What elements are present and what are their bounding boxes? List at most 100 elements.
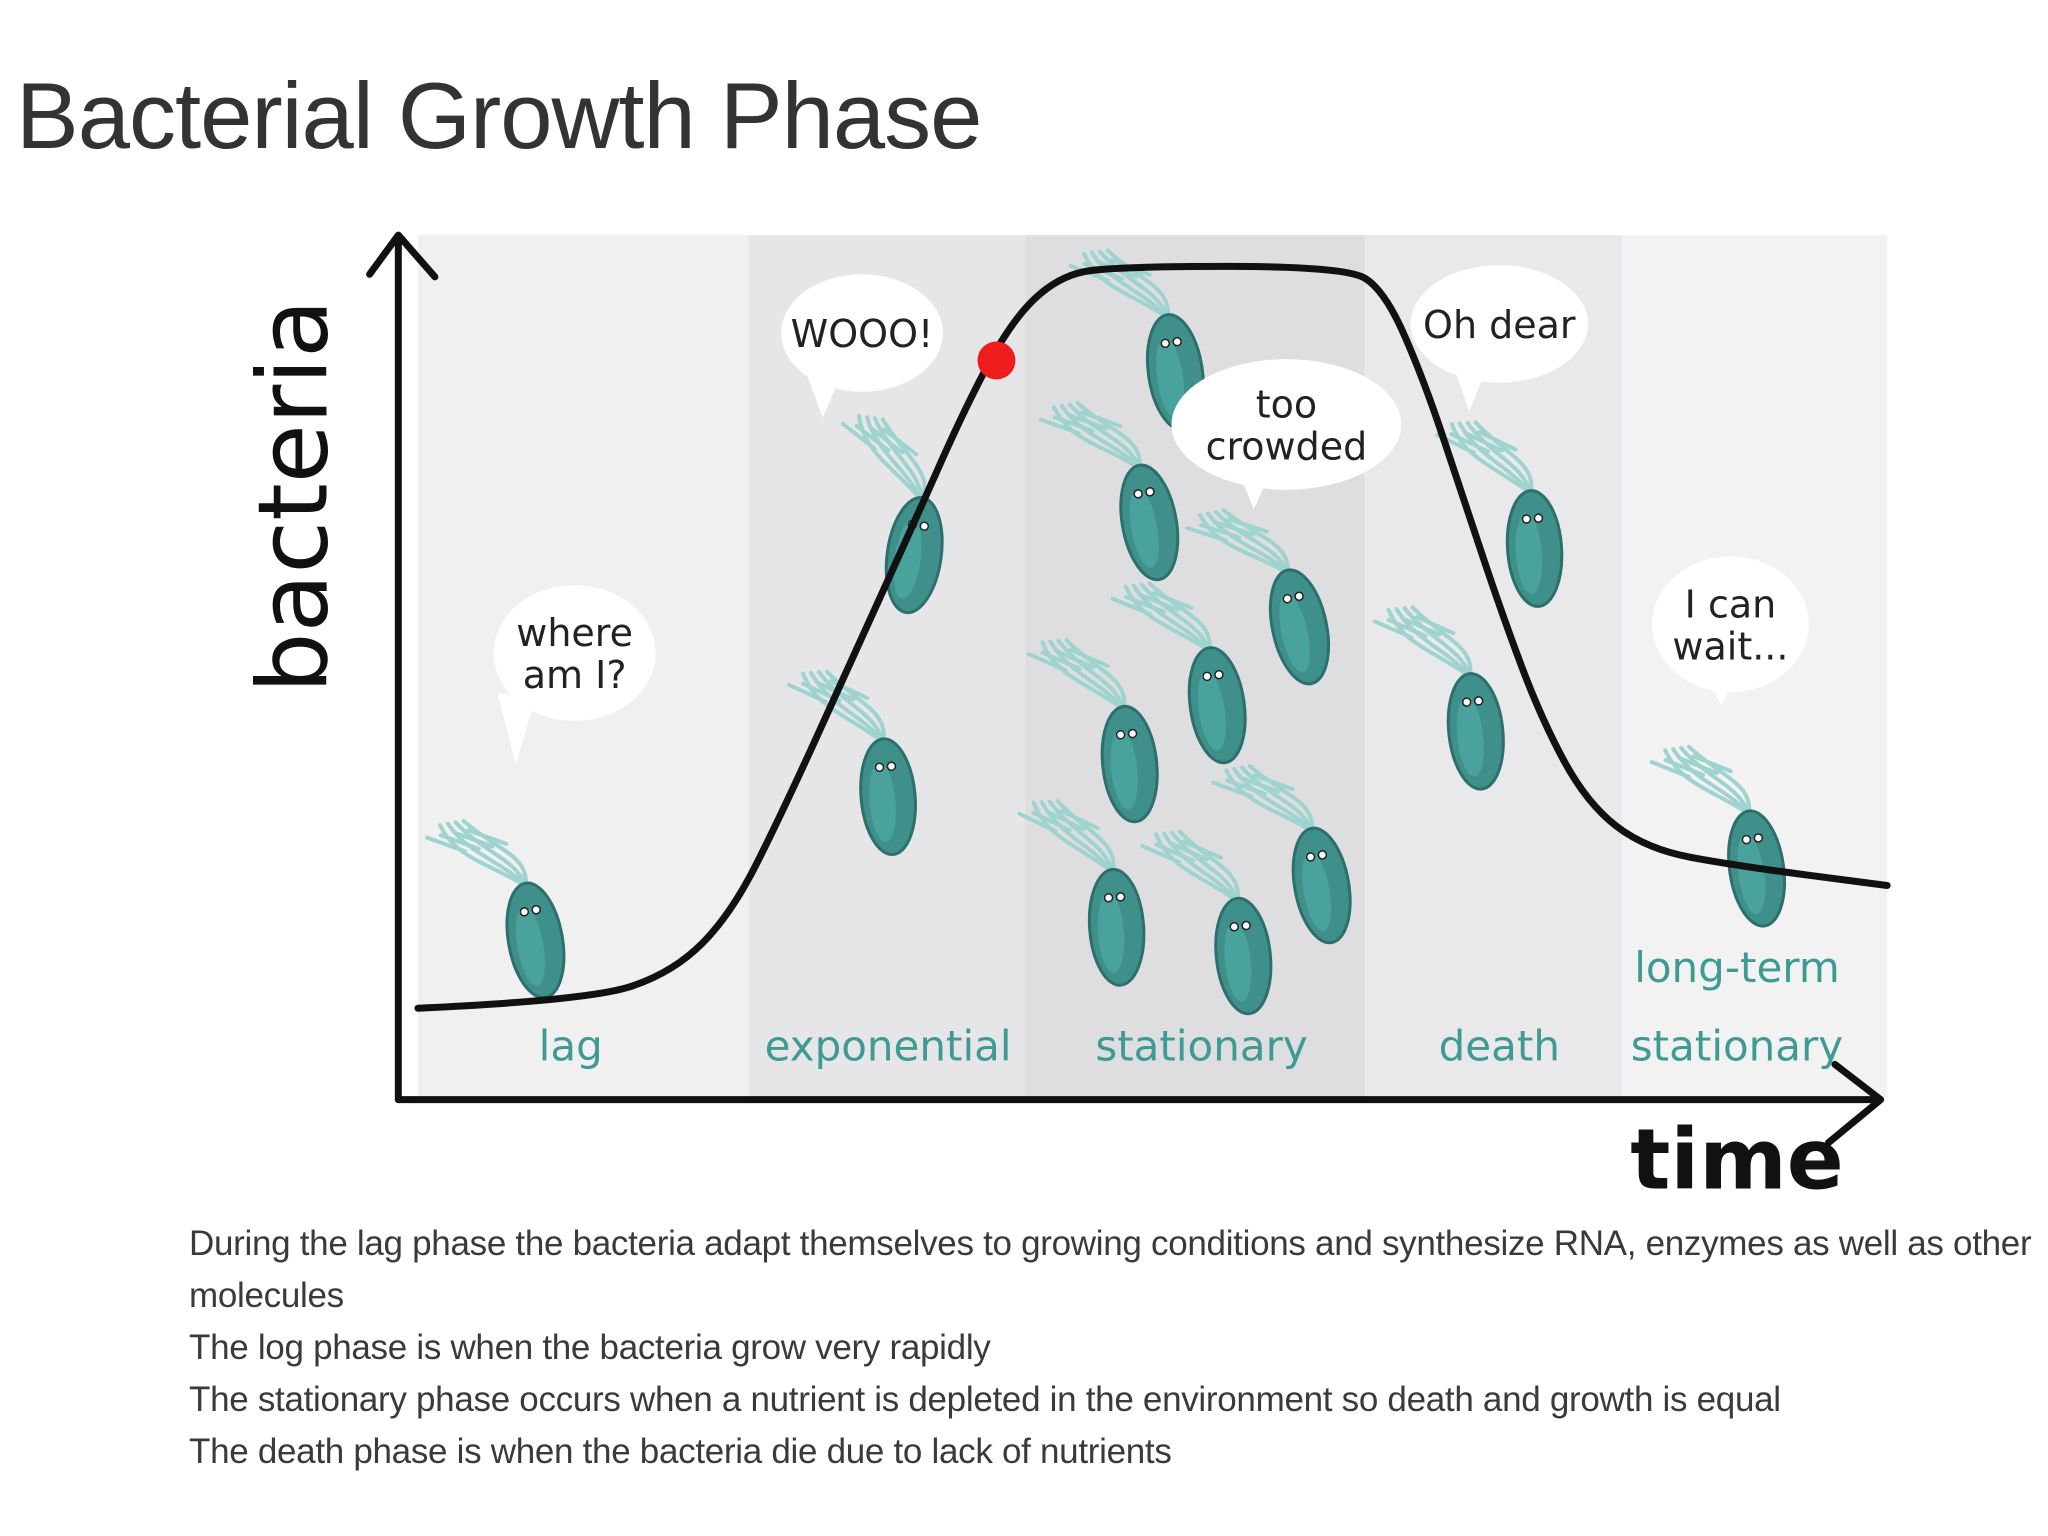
bacterium [1140, 829, 1273, 1016]
bubble-text: too [1256, 382, 1317, 426]
flagellum [1247, 764, 1315, 834]
description-line: The stationary phase occurs when a nutri… [189, 1380, 1781, 1419]
bacterium-highlight [1156, 338, 1185, 418]
eye [919, 521, 930, 531]
bacterium-highlight [1110, 729, 1138, 810]
eye [1461, 697, 1472, 707]
flagellum [1473, 420, 1534, 496]
bacterium [1372, 605, 1505, 791]
bacterium [1017, 799, 1146, 987]
flagellum [1017, 800, 1115, 875]
flagellum [424, 823, 528, 889]
bacterium [786, 669, 917, 856]
bacterium-highlight [1279, 593, 1310, 673]
eye [1533, 513, 1544, 523]
eye [1202, 671, 1212, 682]
bacterium-highlight [1224, 921, 1252, 1002]
title: Bacterial Growth Phase [16, 63, 982, 168]
flagellum [1055, 799, 1116, 875]
y-axis [366, 231, 439, 1104]
eye [519, 907, 530, 917]
eye [1229, 922, 1239, 932]
bacterium [1026, 637, 1159, 824]
flagellum [1185, 513, 1291, 576]
description-line: During the lag phase the bacteria adapt … [189, 1224, 2032, 1315]
eye [874, 762, 885, 773]
growth-curve [414, 262, 1891, 1012]
y-axis-label: bacteria [238, 299, 350, 693]
speech-bubble [493, 585, 656, 721]
bacterium-highlight [1515, 514, 1543, 594]
phase-label: exponential [765, 1021, 1012, 1070]
eye [1172, 336, 1182, 347]
flagellum [1686, 744, 1752, 817]
flagellum [1045, 799, 1115, 875]
flagellum [1463, 420, 1533, 496]
flagellum [1038, 405, 1142, 471]
bubble-text: wait... [1672, 624, 1788, 668]
speech-bubble [1652, 556, 1809, 693]
bacterium-highlight [1197, 671, 1226, 751]
eye [1305, 852, 1316, 862]
flagellum [1075, 401, 1142, 471]
flagellum [1211, 768, 1315, 834]
bubble-text: I can [1685, 582, 1777, 626]
x-axis [394, 1060, 1885, 1147]
bacterium-highlight [1129, 488, 1159, 568]
bacterium-highlight [1737, 834, 1766, 914]
eye [1317, 850, 1328, 860]
flagellum [1410, 605, 1473, 679]
flagellum [1138, 582, 1212, 653]
bacterium-highlight [893, 519, 922, 599]
eye [1521, 514, 1532, 524]
flagellum [461, 818, 528, 889]
phase-label: long-term [1634, 943, 1840, 992]
flagellum [1238, 765, 1315, 834]
flagellum [1140, 832, 1240, 904]
highlight-dot [977, 341, 1016, 380]
flagellum [1064, 637, 1127, 712]
eye [1160, 338, 1171, 349]
bacterium-highlight [515, 906, 545, 986]
flagellum [1147, 581, 1212, 653]
bubble-text: crowded [1206, 424, 1368, 468]
bacterium-highlight [1097, 892, 1125, 973]
flagellum [1026, 640, 1126, 712]
flagellum [1212, 509, 1291, 576]
speech-bubble [1410, 265, 1589, 383]
eye [1133, 489, 1143, 499]
bacterium-highlight [869, 762, 896, 843]
x-axis-label: time [1630, 1110, 1843, 1208]
eye [1115, 892, 1126, 902]
flagellum [1054, 638, 1126, 712]
flagellum [1066, 402, 1142, 471]
flagellum [1400, 606, 1473, 679]
flagellum [1168, 830, 1240, 904]
bacterium-highlight [1456, 697, 1484, 777]
bubble-text: WOOO! [791, 312, 934, 356]
eye [1741, 834, 1752, 845]
flagellum [840, 414, 924, 503]
eye [886, 761, 897, 772]
phase-label: stationary [1631, 1021, 1843, 1070]
bacterium [840, 414, 944, 615]
flagellum [1177, 829, 1241, 904]
bacterium [1649, 744, 1786, 928]
eye [1753, 833, 1764, 843]
eye [1103, 893, 1114, 903]
bacterium [1211, 764, 1352, 945]
eye [1214, 669, 1224, 680]
description: During the lag phase the bacteria adapt … [189, 1218, 2041, 1478]
eye [1241, 920, 1251, 931]
flagellum [1649, 748, 1751, 817]
bubble-text: where [516, 611, 633, 655]
flagellum [786, 671, 886, 744]
description-line: The death phase is when the bacteria die… [189, 1432, 1172, 1471]
eye [1282, 594, 1293, 604]
bacterium [1435, 420, 1564, 608]
eye [1115, 730, 1126, 740]
flagellum [1372, 607, 1473, 679]
phase-label: stationary [1095, 1021, 1307, 1070]
bacterium [1110, 581, 1247, 765]
